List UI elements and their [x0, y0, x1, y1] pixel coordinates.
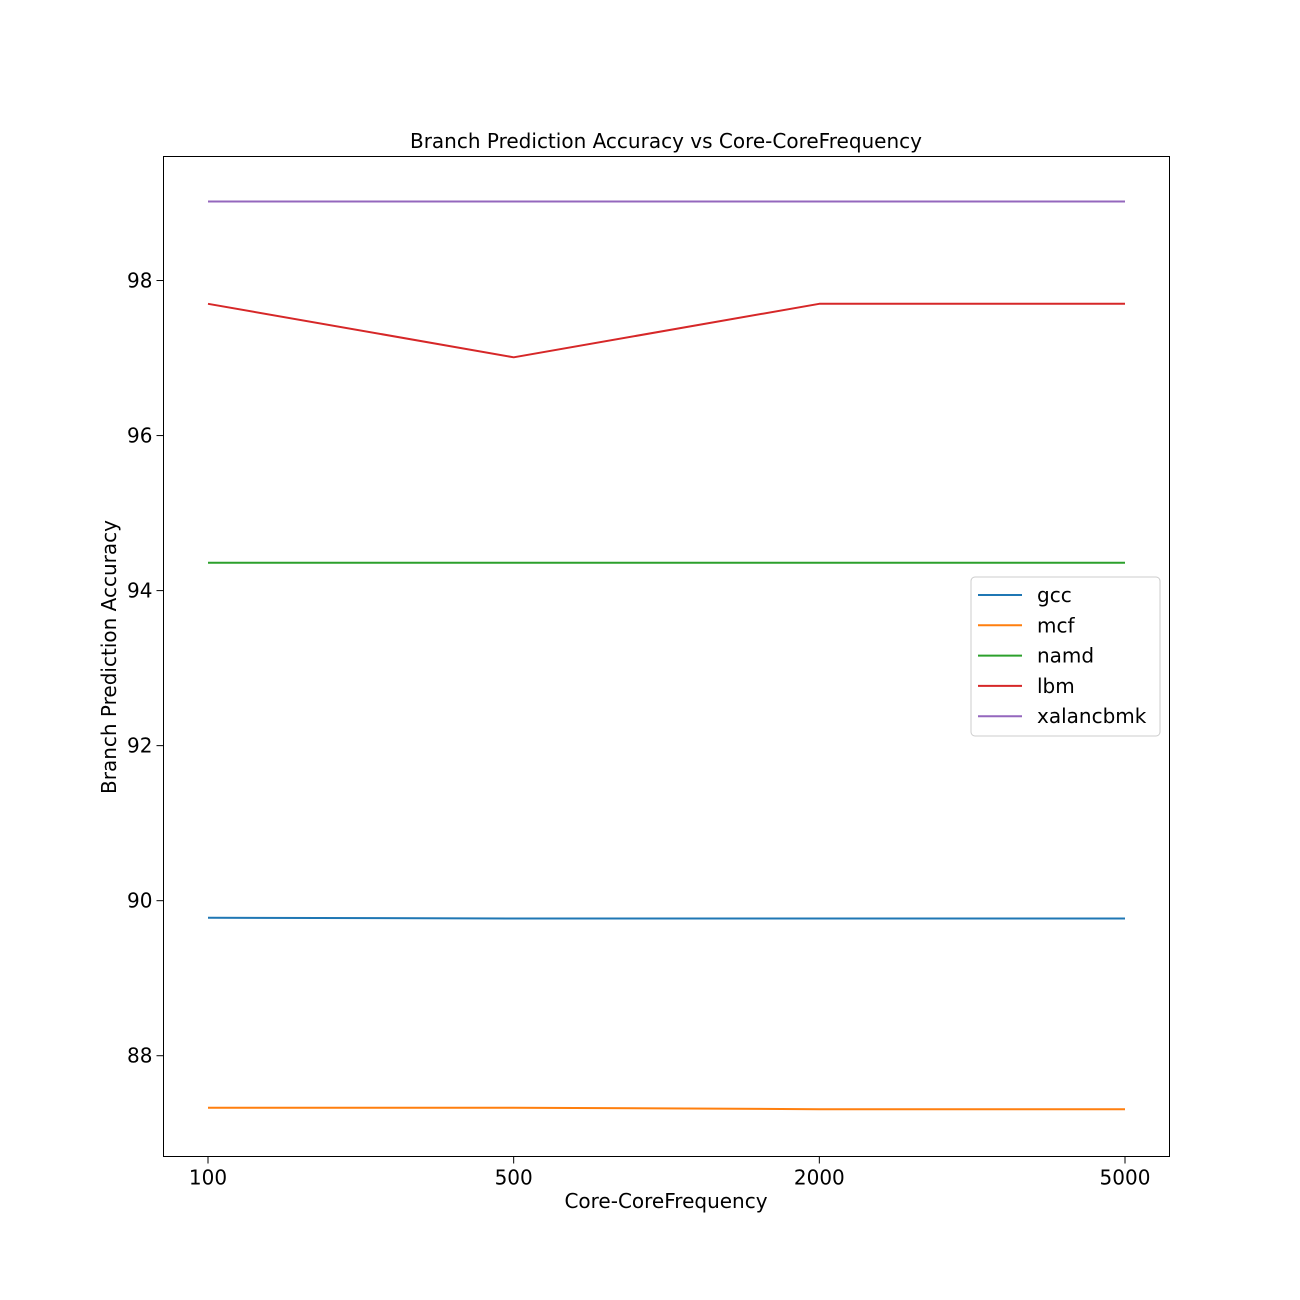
chart-title: Branch Prediction Accuracy vs Core-CoreF… [410, 129, 922, 153]
x-tick-label-500: 500 [495, 1166, 533, 1190]
legend-box [970, 576, 1161, 737]
series-line-gcc [207, 916, 1125, 920]
x-tick-label-5000: 5000 [1100, 1166, 1151, 1190]
legend-label-namd: namd [1037, 644, 1094, 668]
series-line-mcf [208, 1106, 1125, 1111]
x-tick-label-2000: 2000 [794, 1166, 845, 1190]
legend-label-gcc: gcc [1037, 583, 1072, 607]
y-tick-label-88: 88 [127, 1044, 152, 1068]
y-tick-label-90: 90 [127, 889, 152, 913]
y-tick-label-92: 92 [127, 734, 152, 758]
y-axis-title: Branch Prediction Accuracy [97, 520, 121, 794]
legend: gcc mcf namd lbm xalancbmk [970, 576, 1161, 737]
y-tick-label-96: 96 [127, 424, 152, 448]
legend-label-lbm: lbm [1037, 674, 1075, 698]
y-axis: 88 90 92 94 96 98 [127, 269, 164, 1068]
x-axis-title: Core-CoreFrequency [564, 1189, 767, 1213]
x-axis: 100 500 2000 5000 [189, 1156, 1151, 1190]
legend-label-xalancbmk: xalancbmk [1037, 704, 1147, 728]
series-line-lbm [207, 302, 1125, 359]
series-layer [207, 200, 1125, 1111]
x-tick-label-100: 100 [189, 1166, 227, 1190]
plot-area-frame [163, 156, 1170, 1157]
y-tick-label-98: 98 [127, 269, 152, 293]
legend-label-mcf: mcf [1037, 613, 1075, 637]
y-tick-label-94: 94 [127, 579, 152, 603]
